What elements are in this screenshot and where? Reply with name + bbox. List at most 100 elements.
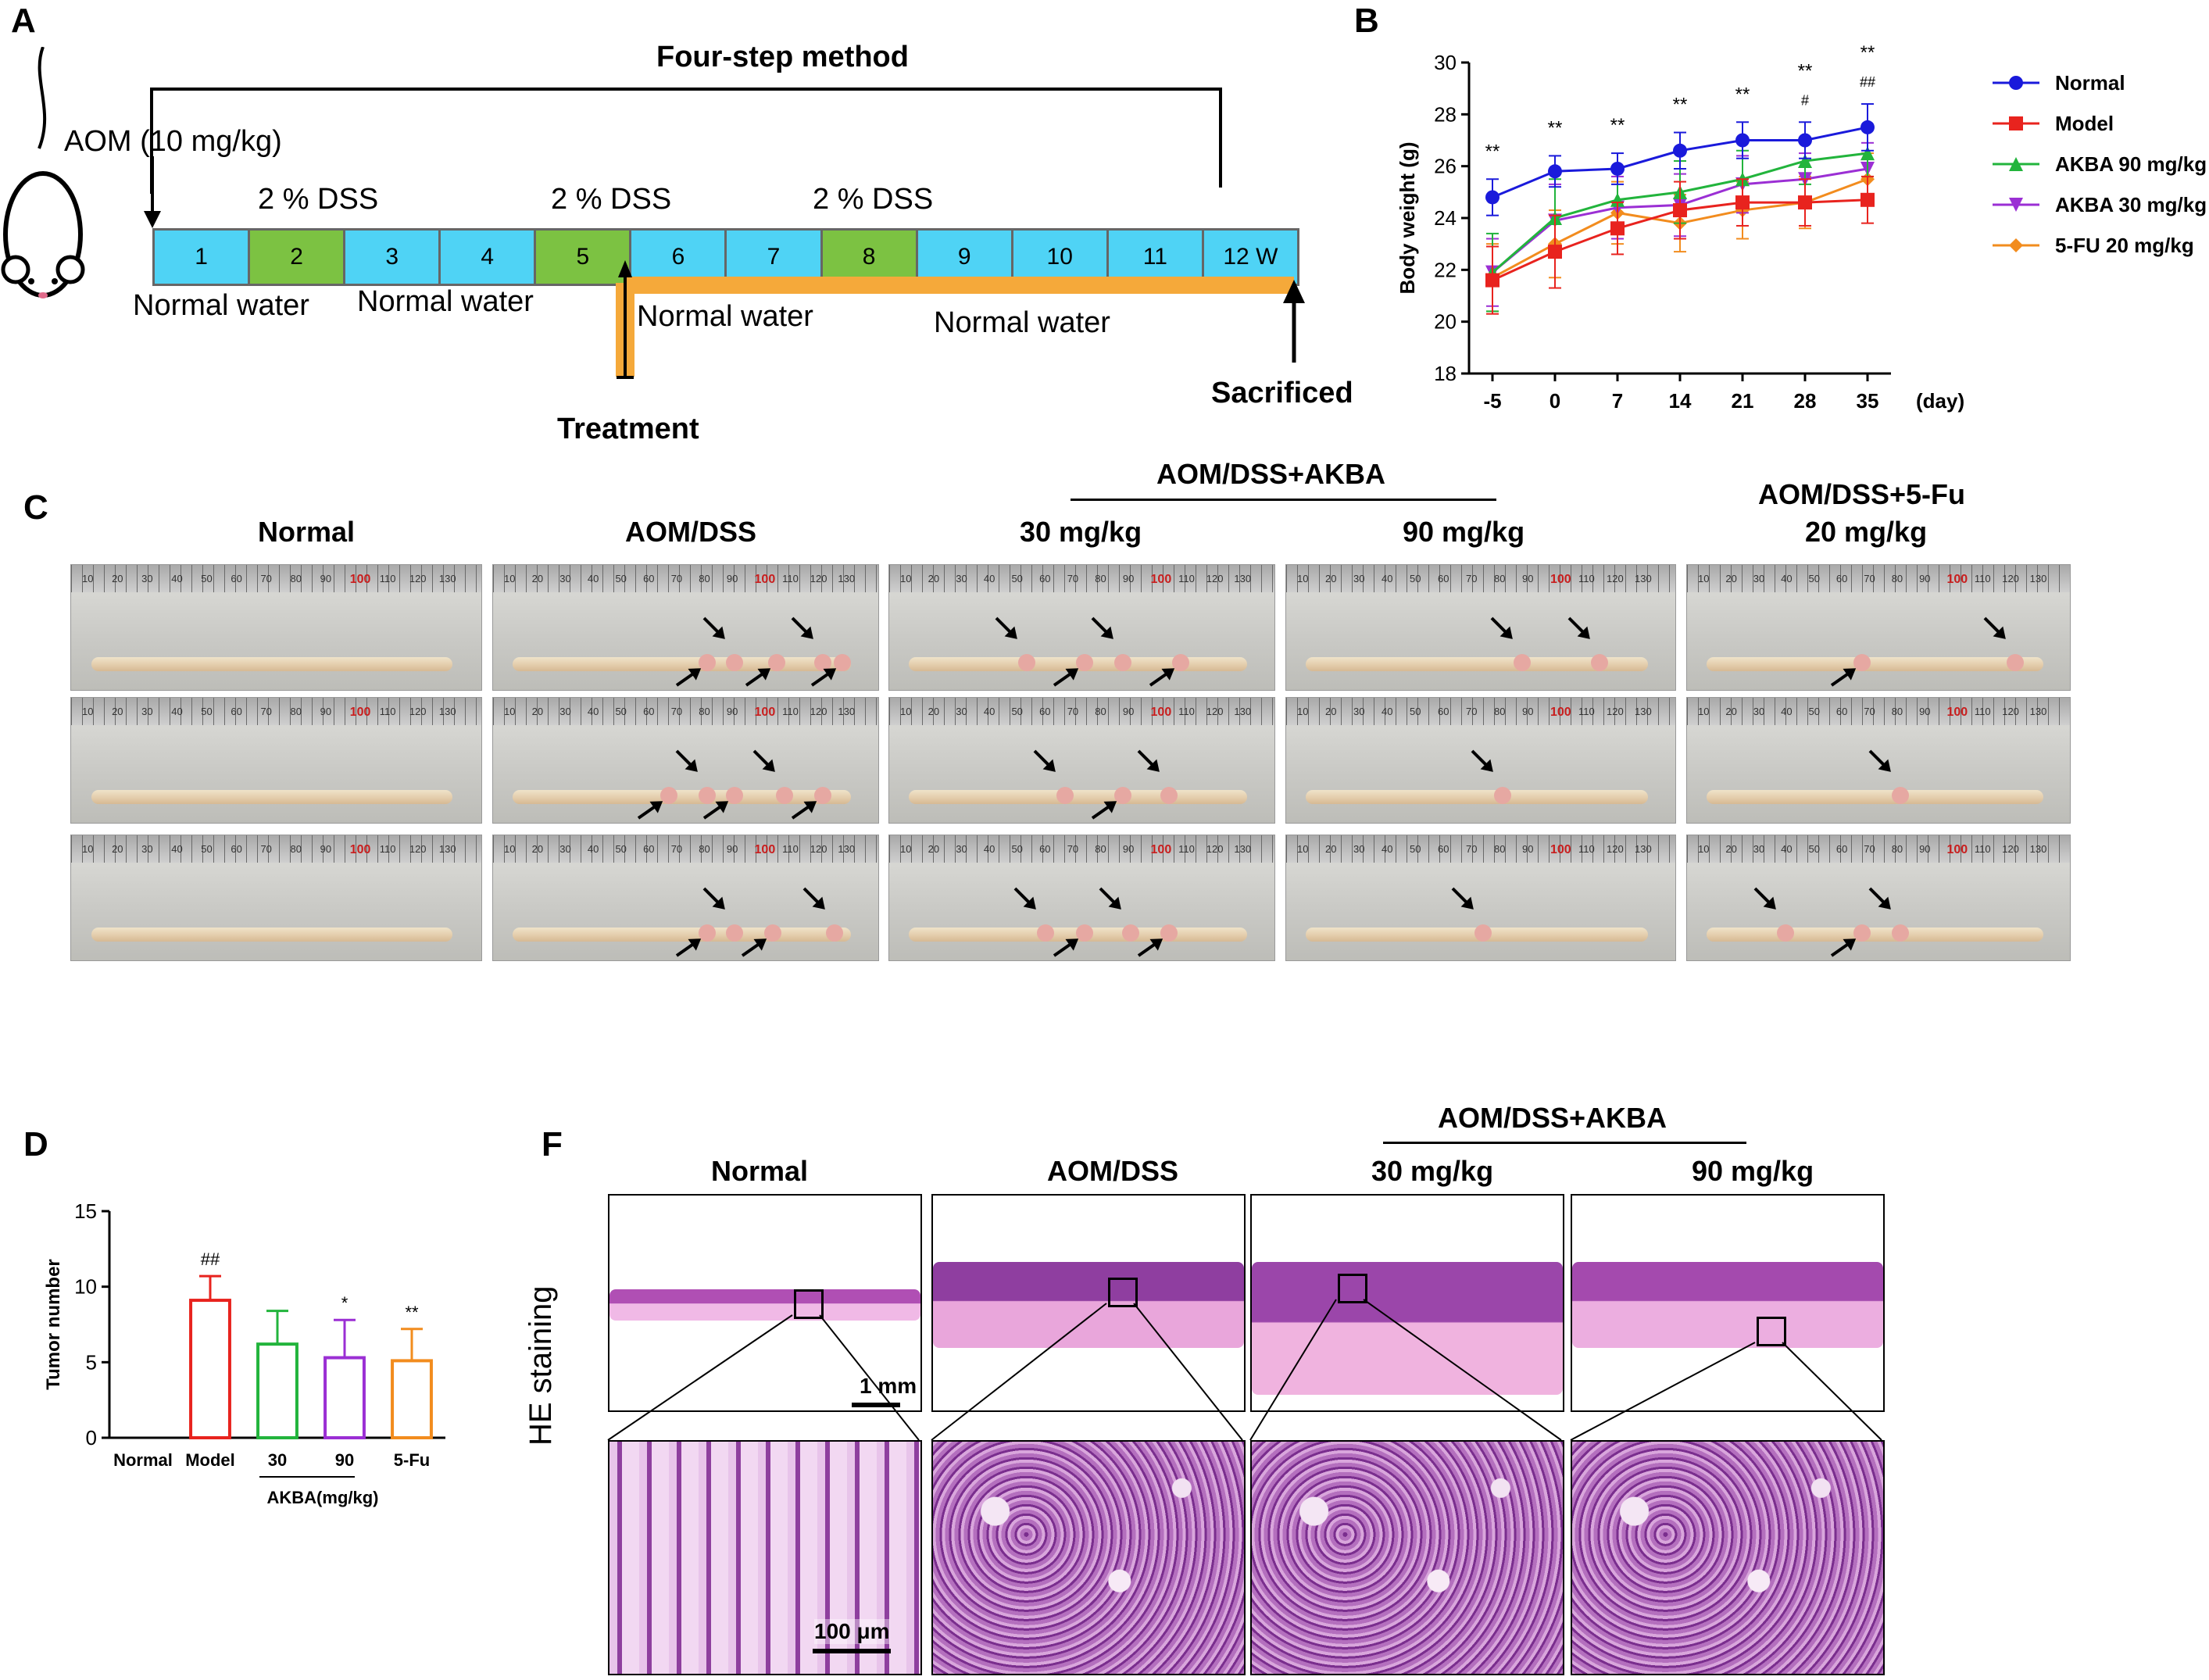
ruler-number: 90: [1522, 706, 1534, 717]
ruler-number: 80: [290, 706, 302, 717]
tumor: [1171, 654, 1189, 671]
tumor-arrow: [1091, 801, 1115, 820]
tumor-arrow: [675, 668, 700, 687]
tumor: [1113, 787, 1131, 804]
significance-label-2: ##: [1860, 74, 1875, 90]
ruler-number: 60: [1039, 843, 1051, 855]
x-tick-label: 7: [1612, 389, 1623, 413]
data-point: [1798, 133, 1812, 148]
ruler-number: 60: [1835, 843, 1848, 855]
ruler-number: 10: [900, 843, 912, 855]
connector-line: [931, 1303, 1107, 1441]
colon-photo: 10 20 30 40 50 60 70 80 90 100 110 120 130: [1285, 697, 1676, 824]
ruler-number: 130: [1635, 706, 1652, 717]
ruler: 10 20 30 40 50 60 70 80 90 100 110 120 130: [1687, 698, 2070, 726]
header-akba-line: [1071, 499, 1496, 501]
week-box: 9: [917, 231, 1013, 284]
ruler-number: 30: [559, 843, 571, 855]
tumor: [699, 654, 717, 671]
he-high-mag: [931, 1440, 1246, 1675]
ruler-number: 40: [587, 706, 599, 717]
tumor-arrow: [675, 749, 697, 771]
ruler-number: 80: [699, 573, 710, 584]
ruler-number: 10: [1698, 843, 1710, 855]
ruler-number: 40: [587, 573, 599, 584]
ruler-number: 70: [670, 573, 683, 584]
ruler-number: 130: [438, 843, 456, 855]
ruler-number: 10: [82, 706, 94, 717]
ruler-number: 130: [438, 706, 456, 717]
x-axis-label: (day): [1916, 389, 1964, 413]
ruler-number: 110: [1178, 706, 1195, 717]
ruler-number: 130: [1635, 843, 1652, 855]
treatment-label: Treatment: [557, 413, 699, 445]
significance-label: **: [1610, 115, 1625, 136]
aom-label: AOM (10 mg/kg): [64, 125, 282, 158]
legend-label: Model: [2055, 112, 2114, 135]
ruler-number: 70: [1466, 706, 1478, 717]
body-weight-chart: 18 20 22 24 26 28 30 -5 0 7 14 21 28 35 (day) Body weig…: [1396, 42, 2207, 413]
connector-line: [607, 1314, 793, 1441]
ruler-number: 10: [1698, 706, 1710, 717]
water-label-1: Normal water: [133, 289, 309, 322]
panel-c-label: C: [23, 488, 48, 527]
zoom-connector: [1249, 1299, 1562, 1441]
week-box: 8: [822, 231, 918, 284]
ruler-number: 80: [699, 706, 710, 717]
ruler-number: 130: [1234, 843, 1252, 855]
f-header-30: 30 mg/kg: [1371, 1155, 1494, 1187]
ruler-number: 70: [260, 843, 272, 855]
panel-a-label: A: [11, 2, 36, 40]
tumor-arrow: [752, 749, 774, 771]
ruler-number: 80: [1891, 843, 1903, 855]
ruler-number: 100: [1550, 843, 1571, 856]
ruler: 10 20 30 40 50 60 70 80 90 100 110 120 130: [71, 565, 481, 593]
tumor-arrow: [1868, 749, 1889, 771]
f-header-akba: AOM/DSS+AKBA: [1438, 1102, 1667, 1134]
connector-line: [1363, 1299, 1562, 1441]
tumor: [1017, 654, 1035, 671]
ruler-number: 100: [1550, 573, 1571, 586]
colon-photo: 10 20 30 40 50 60 70 80 90 100 110 120 130: [70, 835, 482, 961]
ruler-number: 20: [928, 573, 940, 584]
he-high-mag: [1250, 1440, 1564, 1675]
ruler-number: 90: [1122, 573, 1135, 584]
y-tick-label: 30: [1434, 51, 1457, 74]
tumor-arrow: [702, 887, 724, 909]
significance-label: **: [1548, 117, 1563, 138]
tumor-arrow: [741, 938, 765, 957]
bar: [256, 1342, 298, 1439]
ruler-number: 20: [1725, 573, 1737, 584]
week-box: 7: [727, 231, 823, 284]
header-5fu-2: 20 mg/kg: [1805, 516, 1928, 548]
ruler-number: 80: [1494, 843, 1506, 855]
data-point: [1860, 192, 1875, 207]
ruler-number: 60: [231, 843, 242, 855]
ruler-number: 110: [1578, 573, 1595, 584]
ruler-number: 10: [82, 573, 94, 584]
y-axis-label: Body weight (g): [1396, 142, 1419, 295]
ruler: 10 20 30 40 50 60 70 80 90 100 110 120 130: [493, 835, 878, 863]
ruler-number: 60: [1039, 706, 1051, 717]
x-tick-label: 35: [1857, 389, 1879, 413]
aom-arrow: [144, 156, 161, 228]
tumor-arrow: [1099, 887, 1121, 909]
tumor-arrow: [1471, 749, 1492, 771]
week-box: 10: [1013, 231, 1109, 284]
ruler-number: 40: [587, 843, 599, 855]
week-box: 6: [631, 231, 727, 284]
ruler-number: 70: [260, 573, 272, 584]
ruler-number: 60: [1438, 573, 1449, 584]
ruler: 10 20 30 40 50 60 70 80 90 100 110 120 130: [493, 698, 878, 726]
significance-label-2: #: [1801, 92, 1809, 108]
ruler: 10 20 30 40 50 60 70 80 90 100 110 120 130: [493, 565, 878, 593]
tumor-number-chart: 0 5 10 15 Tumor number Normal ## Model 30 * 90 ** 5-…: [43, 1199, 445, 1507]
ruler-number: 90: [320, 573, 332, 584]
tumor: [1075, 924, 1093, 942]
tumor: [1075, 654, 1093, 671]
ruler-number: 30: [559, 706, 571, 717]
x-tick-label: 14: [1669, 389, 1692, 413]
tumor: [1056, 787, 1074, 804]
f-header-normal: Normal: [711, 1155, 809, 1187]
ruler-number: 110: [1974, 573, 1991, 584]
